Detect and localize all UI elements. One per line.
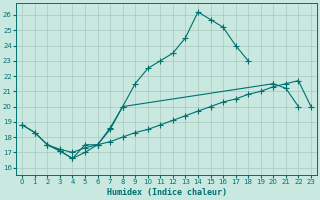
X-axis label: Humidex (Indice chaleur): Humidex (Indice chaleur) (107, 188, 227, 197)
